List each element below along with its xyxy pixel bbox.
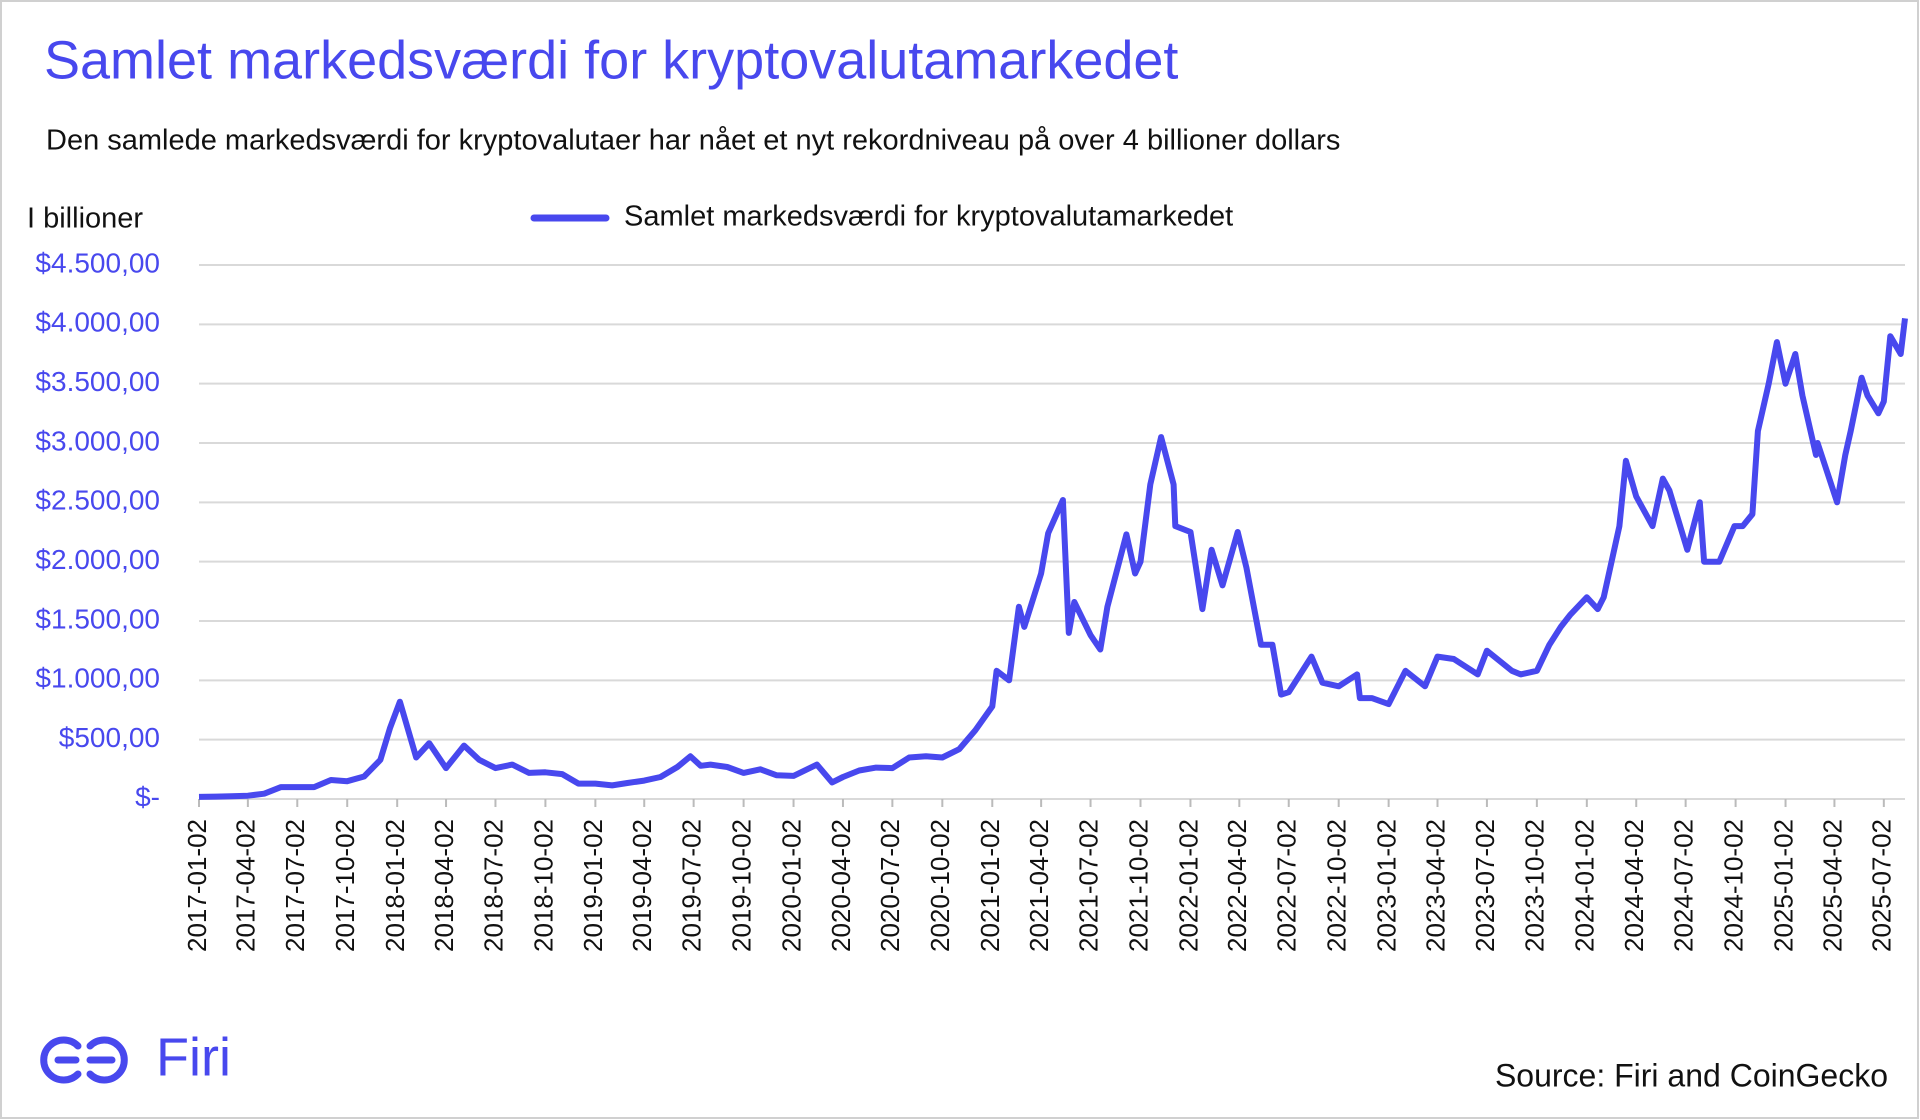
x-tick-label: 2017-07-02 [280, 819, 310, 952]
y-tick-label: $500,00 [59, 722, 160, 753]
x-tick-label: 2020-07-02 [875, 819, 905, 952]
x-tick-label: 2018-04-02 [429, 819, 459, 952]
x-tick-label: 2022-10-02 [1322, 819, 1352, 952]
y-axis-label: I billioner [27, 203, 143, 235]
source-note: Source: Firi and CoinGecko [1495, 1057, 1888, 1093]
x-tick-label: 2019-10-02 [726, 819, 756, 952]
x-tick-label: 2020-01-02 [776, 819, 806, 952]
data-line [198, 318, 1908, 800]
x-tick-label: 2023-04-02 [1420, 819, 1450, 952]
chart-subtitle: Den samlede markedsværdi for kryptovalut… [46, 125, 1340, 157]
x-tick-label: 2018-10-02 [528, 819, 558, 952]
x-tick-label: 2021-07-02 [1073, 819, 1103, 952]
x-tick-label: 2022-07-02 [1272, 819, 1302, 952]
y-tick-label: $1.500,00 [35, 603, 160, 634]
x-tick-label: 2021-01-02 [975, 819, 1005, 952]
y-tick-label: $2.000,00 [35, 544, 160, 575]
y-tick-label: $3.500,00 [35, 366, 160, 397]
x-tick-label: 2021-10-02 [1123, 819, 1153, 952]
y-tick-label: $2.500,00 [35, 485, 160, 516]
x-tick-label: 2025-07-02 [1867, 819, 1897, 952]
x-tick-label: 2019-01-02 [578, 819, 608, 952]
x-tick-label: 2018-01-02 [380, 819, 410, 952]
x-tick-label: 2024-04-02 [1619, 819, 1649, 952]
x-tick-label: 2024-10-02 [1718, 819, 1748, 952]
x-tick-label: 2019-04-02 [627, 819, 657, 952]
logo-icon [86, 1036, 128, 1084]
x-tick-label: 2020-10-02 [925, 819, 955, 952]
x-tick-label: 2017-01-02 [182, 819, 212, 952]
logo-text: Firi [156, 1027, 231, 1087]
x-tick-label: 2019-07-02 [677, 819, 707, 952]
x-tick-label: 2024-07-02 [1669, 819, 1699, 952]
x-tick-label: 2022-01-02 [1173, 819, 1203, 952]
x-tick-label: 2021-04-02 [1024, 819, 1054, 952]
x-tick-label: 2025-01-02 [1768, 819, 1798, 952]
x-tick-label: 2023-01-02 [1372, 819, 1402, 952]
y-tick-label: $1.000,00 [35, 663, 160, 694]
x-tick-label: 2020-04-02 [826, 819, 856, 952]
x-tick-label: 2022-04-02 [1222, 819, 1252, 952]
x-tick-label: 2017-04-02 [231, 819, 261, 952]
x-tick-label: 2017-10-02 [330, 819, 360, 952]
x-tick-label: 2024-01-02 [1570, 819, 1600, 952]
x-tick-label: 2023-07-02 [1470, 819, 1500, 952]
x-tick-label: 2023-10-02 [1520, 819, 1550, 952]
y-tick-label: $- [135, 781, 160, 812]
y-tick-label: $3.000,00 [35, 425, 160, 456]
chart-title: Samlet markedsværdi for kryptovalutamark… [44, 30, 1178, 90]
logo-icon [40, 1036, 82, 1084]
logo [40, 1036, 128, 1084]
x-tick-label: 2018-07-02 [478, 819, 508, 952]
x-tick-label: 2025-04-02 [1817, 819, 1847, 952]
legend-label: Samlet markedsværdi for kryptovalutamark… [624, 201, 1233, 233]
y-tick-label: $4.000,00 [35, 307, 160, 338]
y-tick-label: $4.500,00 [35, 247, 160, 278]
